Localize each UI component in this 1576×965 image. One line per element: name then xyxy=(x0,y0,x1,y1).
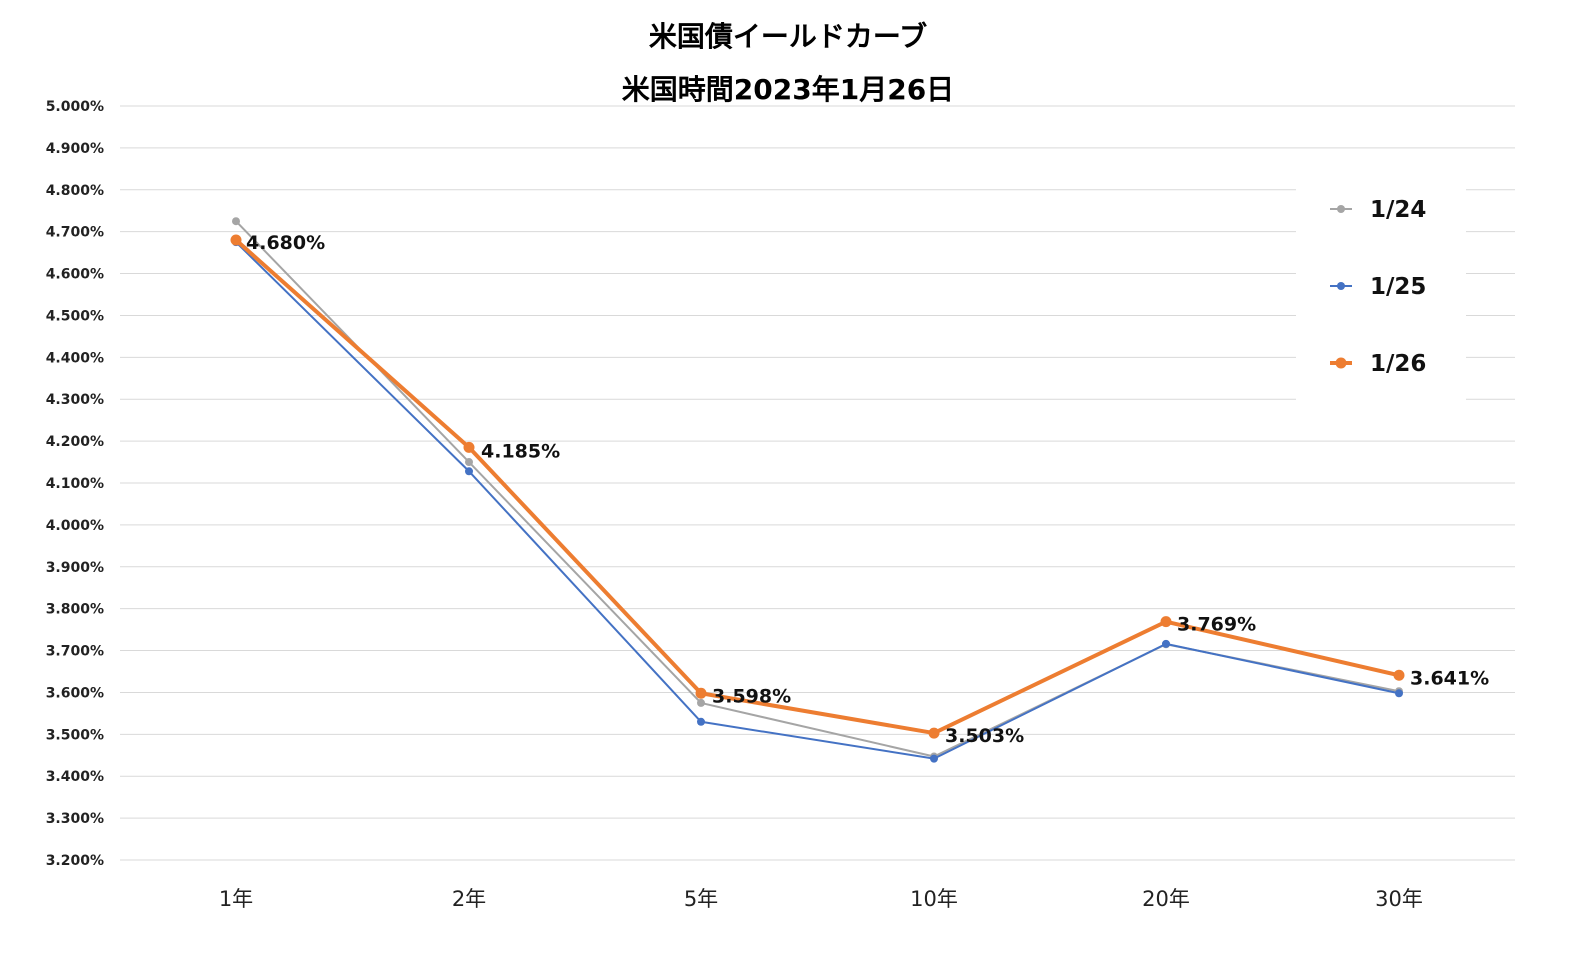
legend-label: 1/24 xyxy=(1370,197,1426,223)
y-tick-label: 3.900% xyxy=(46,560,104,576)
legend-item: 1/26 xyxy=(1330,351,1426,377)
x-tick-label: 20年 xyxy=(1142,887,1190,911)
y-tick-label: 4.300% xyxy=(46,392,104,408)
data-point xyxy=(697,698,705,707)
legend-item: 1/24 xyxy=(1330,197,1426,223)
data-point xyxy=(465,458,473,467)
y-axis-tick-labels: 3.200% 3.300% 3.400% 3.500% 3.600% 3.700% 3.80… xyxy=(46,99,104,869)
series-line xyxy=(235,241,1400,760)
legend-swatch-marker xyxy=(1337,205,1345,213)
y-tick-label: 3.700% xyxy=(46,644,104,660)
data-point xyxy=(465,467,473,476)
y-tick-label: 4.500% xyxy=(46,308,104,324)
data-label: 4.680% xyxy=(246,232,325,254)
data-label: 3.598% xyxy=(712,685,791,707)
chart-title: 米国債イールドカーブ xyxy=(649,20,927,53)
x-tick-label: 2年 xyxy=(452,887,486,911)
data-point xyxy=(1395,689,1403,698)
y-tick-label: 5.000% xyxy=(46,99,104,115)
y-tick-label: 4.000% xyxy=(46,518,104,534)
chart-subtitle: 米国時間2023年1月26日 xyxy=(622,73,954,106)
y-tick-label: 3.600% xyxy=(46,685,104,701)
data-point xyxy=(697,717,705,726)
y-tick-label: 4.900% xyxy=(46,141,104,157)
data-labels: 4.680% 4.185% 3.598% 3.503% 3.769% 3.641% xyxy=(246,232,1489,747)
legend-label: 1/26 xyxy=(1370,351,1426,377)
x-tick-label: 1年 xyxy=(219,887,253,911)
y-tick-label: 4.800% xyxy=(46,183,104,199)
legend-label: 1/25 xyxy=(1370,274,1426,300)
data-point xyxy=(232,217,240,226)
y-tick-label: 3.200% xyxy=(46,853,104,869)
y-tick-label: 3.800% xyxy=(46,602,104,618)
legend-swatch-marker xyxy=(1335,357,1347,369)
data-label: 3.641% xyxy=(1410,667,1489,689)
y-tick-label: 4.400% xyxy=(46,350,104,366)
data-point xyxy=(230,234,242,246)
x-tick-label: 5年 xyxy=(684,887,718,911)
data-point xyxy=(1393,669,1405,681)
y-tick-label: 4.700% xyxy=(46,225,104,241)
x-axis-tick-labels: 1年 2年 5年 10年 20年 30年 xyxy=(219,887,1423,911)
data-point xyxy=(1160,616,1172,628)
data-point xyxy=(1162,639,1170,648)
y-tick-label: 3.500% xyxy=(46,727,104,743)
legend: 1/24 1/25 1/26 xyxy=(1296,172,1466,400)
x-tick-label: 10年 xyxy=(910,887,958,911)
data-point xyxy=(463,441,475,453)
data-point xyxy=(695,687,707,699)
legend-background xyxy=(1296,172,1466,400)
legend-item: 1/25 xyxy=(1330,274,1426,300)
gridlines xyxy=(120,105,1515,861)
series-1-26 xyxy=(230,234,1405,739)
y-tick-label: 4.100% xyxy=(46,476,104,492)
data-label: 4.185% xyxy=(481,440,560,462)
x-tick-label: 30年 xyxy=(1375,887,1423,911)
y-tick-label: 3.300% xyxy=(46,811,104,827)
data-label: 3.769% xyxy=(1177,614,1256,636)
legend-swatch-marker xyxy=(1337,282,1345,290)
series-lines xyxy=(230,217,1405,763)
data-label: 3.503% xyxy=(945,725,1024,747)
series-line xyxy=(234,238,1400,736)
y-tick-label: 3.400% xyxy=(46,769,104,785)
data-point xyxy=(928,727,940,739)
y-tick-label: 4.200% xyxy=(46,434,104,450)
data-point xyxy=(930,754,938,763)
y-tick-label: 4.600% xyxy=(46,267,104,283)
